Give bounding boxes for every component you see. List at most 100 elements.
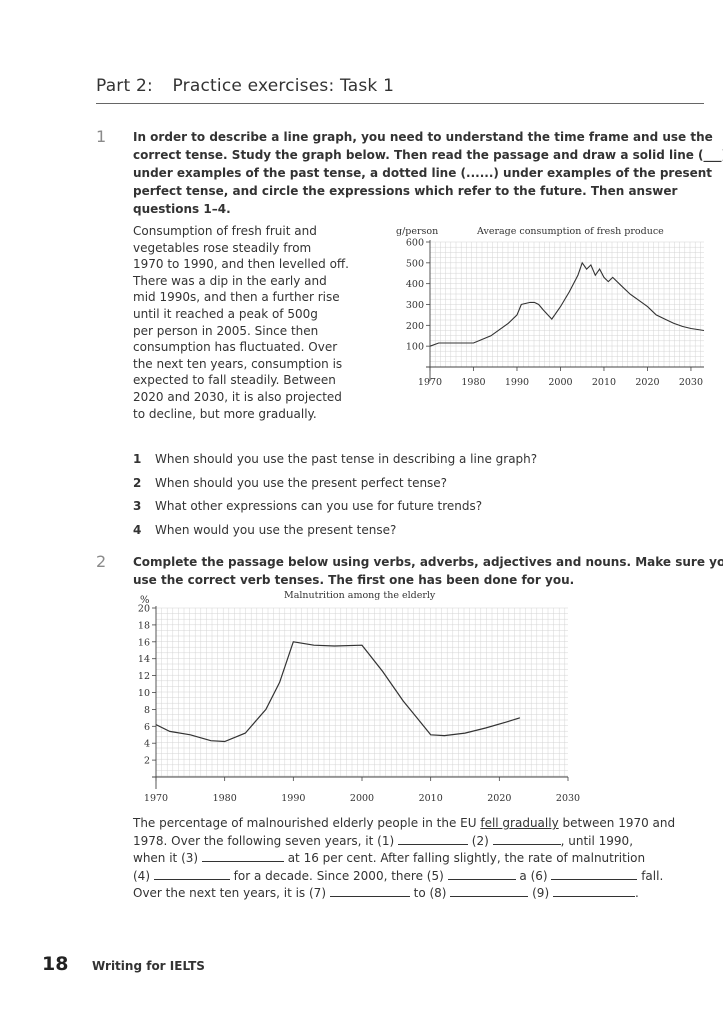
passage-line: when it (3) at 16 per cent. After fallin… xyxy=(133,850,675,868)
passage-text: Over the next ten years, it is (7) xyxy=(133,886,330,901)
chart2-axes xyxy=(152,606,568,789)
passage-line: 2020 and 2030, it is also projected xyxy=(133,389,342,404)
y-tick-label: 600 xyxy=(406,238,424,249)
question-text: When should you use the present perfect … xyxy=(155,475,448,490)
exercise-1-number: 1 xyxy=(96,127,107,146)
y-tick-label: 500 xyxy=(406,258,424,269)
passage-line: (4) for a decade. Since 2000, there (5) … xyxy=(133,868,675,886)
y-tick-label: 4 xyxy=(144,739,150,750)
y-tick-label: 400 xyxy=(406,279,424,290)
passage-line: until it reached a peak of 500g xyxy=(133,306,318,321)
question-text: What other expressions can you use for f… xyxy=(155,499,483,514)
passage-line: per person in 2005. Since then xyxy=(133,323,319,338)
chart1-title: Average consumption of fresh produce xyxy=(476,226,664,237)
y-tick-label: 8 xyxy=(144,705,150,716)
y-tick-label: 18 xyxy=(138,620,150,631)
passage-text: fall. xyxy=(637,868,664,883)
instruction-line: perfect tense, and circle the expression… xyxy=(133,184,678,198)
header-rule xyxy=(96,103,704,104)
chart1-series-line xyxy=(429,261,705,347)
passage-text: The percentage of malnourished elderly p… xyxy=(133,816,481,830)
x-tick-label: 2030 xyxy=(556,793,580,804)
example-answer: fell gradually xyxy=(480,816,559,830)
y-tick-label: 100 xyxy=(406,342,424,353)
passage-line: mid 1990s, and then a further rise xyxy=(133,290,340,305)
x-tick-label: 2010 xyxy=(592,377,616,388)
blank-7[interactable] xyxy=(329,886,410,898)
question-item: 1 When should you use the past tense in d… xyxy=(133,448,537,472)
y-tick-label: 10 xyxy=(138,688,150,699)
y-tick-label: 12 xyxy=(138,671,150,682)
passage-line: vegetables rose steadily from xyxy=(133,240,312,255)
y-tick-label: 200 xyxy=(406,321,424,332)
instruction-line: under examples of the past tense, a dott… xyxy=(133,166,713,180)
chart2-y-ticks: 2 4 6 8 10 12 14 16 18 20 xyxy=(138,604,156,767)
passage-line: The percentage of malnourished elderly p… xyxy=(133,815,675,833)
instruction-line: In order to describe a line graph, you n… xyxy=(133,130,713,144)
x-tick-label: 1980 xyxy=(213,793,237,804)
question-text: When would you use the present tense? xyxy=(155,523,397,538)
passage-line: There was a dip in the early and xyxy=(133,273,327,288)
blank-5[interactable] xyxy=(447,869,516,880)
part-label: Part 2: xyxy=(96,76,153,96)
exercise-2-instructions: Complete the passage below using verbs, … xyxy=(133,553,723,589)
passage-text: (2) xyxy=(467,833,493,848)
x-tick-label: 1970 xyxy=(418,377,442,388)
blank-2[interactable] xyxy=(492,834,561,845)
y-tick-label: 16 xyxy=(138,637,150,648)
book-title: Writing for IELTS xyxy=(92,959,205,973)
x-tick-label: 2020 xyxy=(487,793,511,804)
blank-3[interactable] xyxy=(201,851,284,863)
y-tick-label: 20 xyxy=(138,604,150,615)
chart1-axes xyxy=(426,240,704,381)
exercise-1-instructions: In order to describe a line graph, you n… xyxy=(133,128,723,218)
exercise-2-passage: The percentage of malnourished elderly p… xyxy=(133,815,675,903)
passage-line: Over the next ten years, it is (7) to (8… xyxy=(133,885,675,903)
x-tick-label: 2000 xyxy=(548,377,572,388)
chart2-grid xyxy=(155,607,568,777)
x-tick-label: 2010 xyxy=(419,793,443,804)
fresh-produce-chart: g/person Average consumption of fresh pr… xyxy=(396,226,705,388)
chart1-y-ticks: 100 200 300 400 500 600 xyxy=(406,238,430,353)
blank-4[interactable] xyxy=(153,869,230,880)
blank-8[interactable] xyxy=(450,886,529,898)
passage-line: 1978. Over the following seven years, it… xyxy=(133,833,675,851)
y-tick-label: 2 xyxy=(144,756,150,767)
page-header: Part 2: Practice exercises: Task 1 xyxy=(96,76,394,96)
chart1-ylabel: g/person xyxy=(396,226,438,237)
exercise-1-questions: 1 When should you use the past tense in d… xyxy=(133,448,537,543)
y-tick-label: 300 xyxy=(406,300,424,311)
passage-line: to decline, but more gradually. xyxy=(133,406,317,421)
x-tick-label: 1970 xyxy=(144,793,168,804)
chart2-title: Malnutrition among the elderly xyxy=(284,590,436,601)
y-tick-label: 6 xyxy=(144,722,150,733)
x-tick-label: 1980 xyxy=(461,377,485,388)
question-text: When should you use the past tense in de… xyxy=(155,452,538,466)
passage-text: . xyxy=(634,886,639,901)
passage-line: consumption has fluctuated. Over xyxy=(133,340,338,355)
passage-line: expected to fall steadily. Between xyxy=(133,373,336,388)
passage-line: the next ten years, consumption is xyxy=(133,356,343,371)
exercise-1-passage: Consumption of fresh fruit and vegetable… xyxy=(133,223,349,422)
instruction-line: questions 1–4. xyxy=(133,202,231,216)
question-number: 1 xyxy=(133,452,142,466)
blank-9[interactable] xyxy=(552,886,635,898)
exercise-2-number: 2 xyxy=(96,552,107,571)
x-tick-label: 2000 xyxy=(350,793,374,804)
chart2-ylabel: % xyxy=(140,595,150,606)
chart2-series-line xyxy=(155,641,521,743)
blank-1[interactable] xyxy=(397,834,468,845)
instruction-line: correct tense. Study the graph below. Th… xyxy=(133,148,723,162)
passage-text: at 16 per cent. After falling slightly, … xyxy=(283,851,646,866)
passage-line: 1970 to 1990, and then levelled off. xyxy=(133,257,349,272)
passage-text: , until 1990, xyxy=(560,833,634,848)
instruction-line: Complete the passage below using verbs, … xyxy=(133,555,723,569)
x-tick-label: 2030 xyxy=(679,377,703,388)
instruction-line: use the correct verb tenses. The first o… xyxy=(133,573,575,587)
passage-text: for a decade. Since 2000, there (5) xyxy=(229,868,448,883)
blank-6[interactable] xyxy=(551,869,638,880)
passage-line: Consumption of fresh fruit and xyxy=(133,224,317,238)
chart1-x-ticks: 1970 1980 1990 2000 2010 2020 2030 xyxy=(418,367,703,388)
question-item: 3 What other expressions can you use for … xyxy=(133,495,537,519)
passage-text: (4) xyxy=(133,868,154,883)
